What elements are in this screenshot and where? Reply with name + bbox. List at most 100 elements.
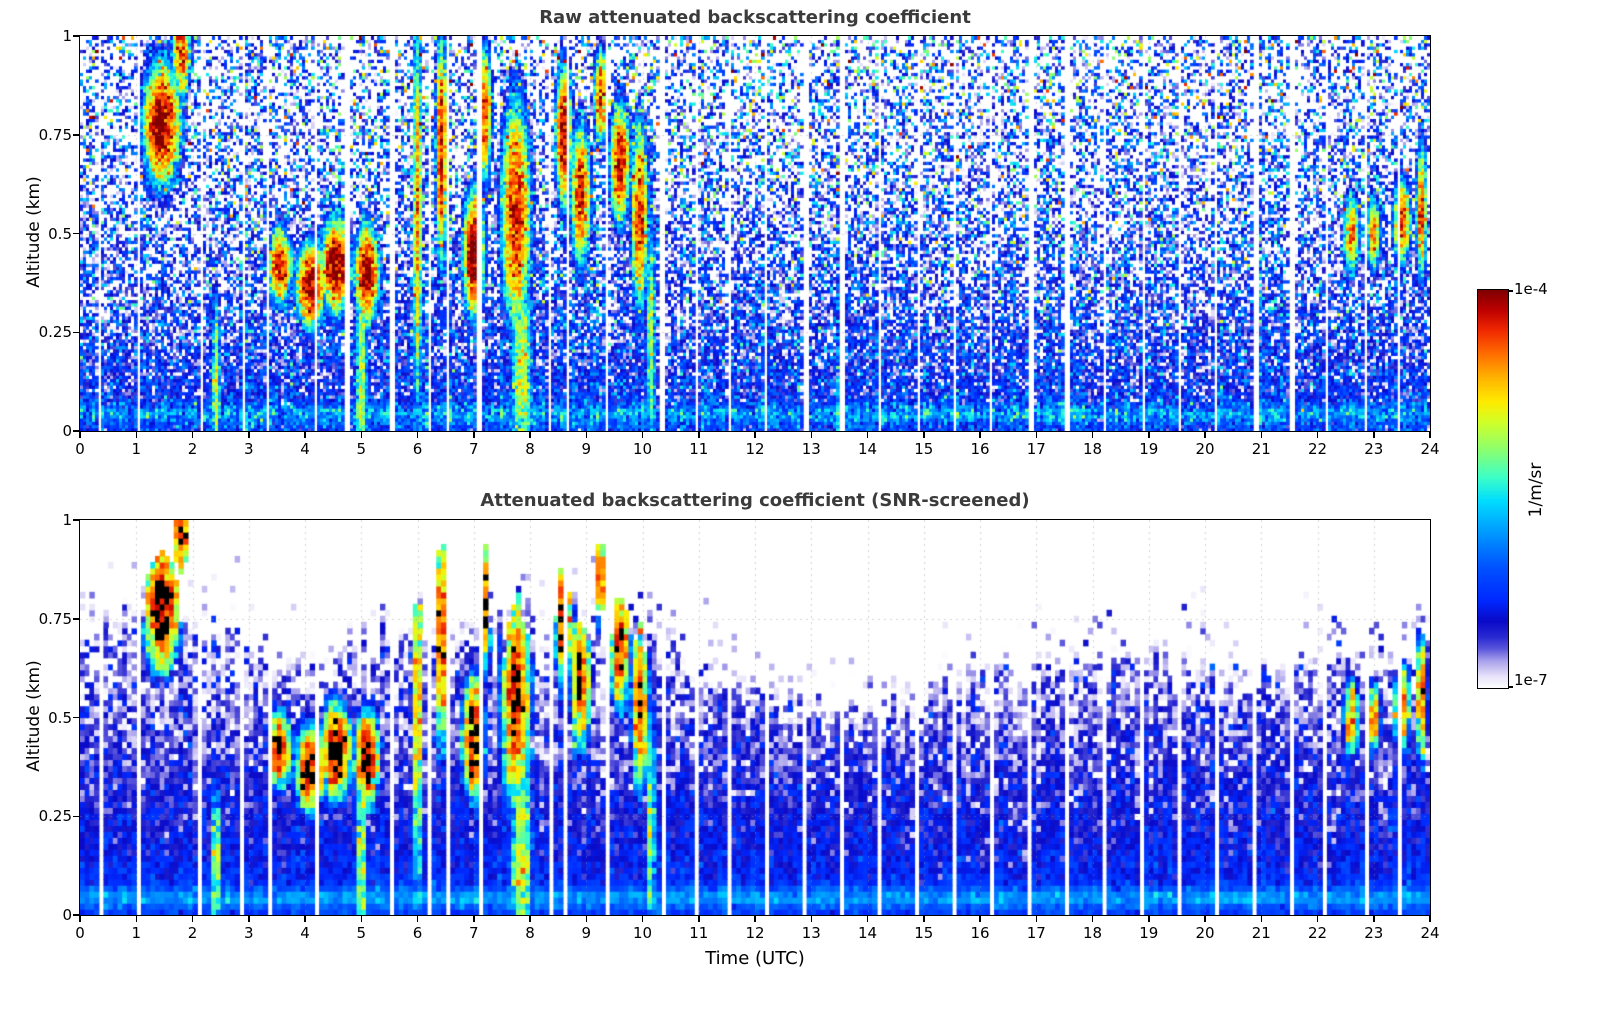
x-tick-mark: [1373, 916, 1375, 922]
x-tick-mark: [79, 916, 81, 922]
x-tick-label: 21: [1251, 924, 1271, 942]
x-tick-label: 22: [1307, 924, 1328, 942]
x-tick-label: 20: [1195, 440, 1215, 458]
x-tick-label: 14: [857, 440, 878, 458]
x-tick-mark: [810, 432, 812, 438]
x-tick-label: 11: [689, 924, 709, 942]
x-tick-label: 3: [243, 440, 254, 458]
y-tick-label: 0.75: [38, 125, 72, 144]
x-tick-label: 13: [801, 924, 821, 942]
heatmap-screened-canvas: [80, 520, 1430, 915]
x-tick-mark: [1204, 916, 1206, 922]
x-tick-mark: [979, 916, 981, 922]
x-tick-label: 1: [131, 440, 142, 458]
x-tick-mark: [979, 432, 981, 438]
colorbar-min-label: 1e-7: [1514, 671, 1548, 689]
x-tick-mark: [191, 432, 194, 438]
x-tick-mark: [1148, 432, 1150, 438]
y-tick-mark: [73, 232, 79, 235]
x-tick-label: 23: [1364, 440, 1384, 458]
x-tick-mark: [866, 916, 869, 922]
x-tick-mark: [641, 432, 644, 438]
x-tick-label: 0: [75, 924, 85, 942]
colorbar-canvas: [1478, 290, 1508, 688]
x-tick-mark: [416, 916, 419, 922]
x-tick-label: 14: [857, 924, 878, 942]
x-tick-label: 6: [412, 924, 423, 942]
x-tick-label: 4: [300, 924, 310, 942]
x-tick-mark: [529, 432, 531, 438]
panel-screened-title: Attenuated backscattering coefficient (S…: [480, 490, 1030, 511]
x-tick-label: 19: [1139, 924, 1159, 942]
x-tick-mark: [641, 916, 644, 922]
colorbar-min-tick: [1508, 686, 1513, 688]
x-tick-label: 17: [1026, 440, 1046, 458]
x-tick-label: 11: [689, 440, 709, 458]
colorbar-max-label: 1e-4: [1514, 280, 1548, 298]
x-tick-mark: [191, 916, 194, 922]
y-tick-label: 0.75: [38, 609, 72, 628]
x-tick-label: 2: [187, 440, 198, 458]
x-tick-label: 22: [1307, 440, 1328, 458]
x-tick-mark: [304, 916, 306, 922]
y-tick-mark: [73, 519, 79, 521]
x-tick-label: 23: [1364, 924, 1384, 942]
x-tick-mark: [698, 432, 700, 438]
x-tick-label: 24: [1420, 440, 1440, 458]
x-tick-label: 20: [1195, 924, 1215, 942]
y-tick-label: 0: [62, 422, 72, 440]
x-tick-label: 15: [914, 440, 934, 458]
x-tick-mark: [1148, 916, 1150, 922]
x-tick-label: 8: [525, 924, 535, 942]
x-tick-mark: [473, 432, 475, 438]
x-tick-label: 10: [632, 440, 653, 458]
x-tick-label: 18: [1082, 440, 1103, 458]
x-tick-label: 10: [632, 924, 653, 942]
x-tick-mark: [754, 432, 756, 438]
x-tick-mark: [304, 432, 306, 438]
y-tick-mark: [73, 618, 79, 620]
x-tick-label: 5: [356, 440, 367, 458]
y-tick-mark: [73, 134, 79, 136]
y-tick-label: 0.5: [48, 224, 72, 243]
x-tick-label: 7: [468, 440, 479, 458]
x-tick-mark: [416, 432, 419, 438]
x-tick-mark: [360, 432, 362, 438]
x-tick-mark: [135, 916, 137, 922]
x-tick-label: 7: [468, 924, 479, 942]
x-tick-label: 9: [581, 440, 592, 458]
x-tick-mark: [1429, 432, 1431, 438]
x-tick-label: 18: [1082, 924, 1103, 942]
x-tick-label: 9: [581, 924, 592, 942]
x-tick-label: 16: [970, 924, 990, 942]
x-tick-mark: [923, 916, 925, 922]
x-tick-mark: [1204, 432, 1206, 438]
x-axis-label: Time (UTC): [705, 948, 805, 969]
x-tick-label: 24: [1420, 924, 1440, 942]
heatmap-raw-canvas: [80, 36, 1430, 431]
x-tick-mark: [585, 432, 587, 438]
x-tick-mark: [1373, 432, 1375, 438]
colorbar-max-tick: [1508, 290, 1513, 292]
x-tick-mark: [923, 432, 925, 438]
x-tick-mark: [1260, 432, 1262, 438]
x-tick-label: 13: [801, 440, 821, 458]
x-tick-label: 4: [300, 440, 310, 458]
x-tick-label: 6: [412, 440, 423, 458]
x-tick-mark: [135, 432, 137, 438]
x-tick-mark: [1035, 916, 1037, 922]
y-tick-label: 0.5: [48, 708, 72, 727]
y-tick-label: 0.25: [38, 323, 72, 342]
x-tick-mark: [698, 916, 700, 922]
x-tick-label: 5: [356, 924, 367, 942]
colorbar-unit-label: 1/m/sr: [1526, 462, 1546, 518]
x-tick-label: 8: [525, 440, 535, 458]
x-tick-label: 16: [970, 440, 990, 458]
x-tick-mark: [1035, 432, 1037, 438]
x-tick-label: 15: [914, 924, 934, 942]
y-tick-label: 1: [62, 27, 72, 45]
x-tick-mark: [1091, 432, 1094, 438]
y-tick-mark: [73, 815, 79, 817]
x-tick-mark: [754, 916, 756, 922]
